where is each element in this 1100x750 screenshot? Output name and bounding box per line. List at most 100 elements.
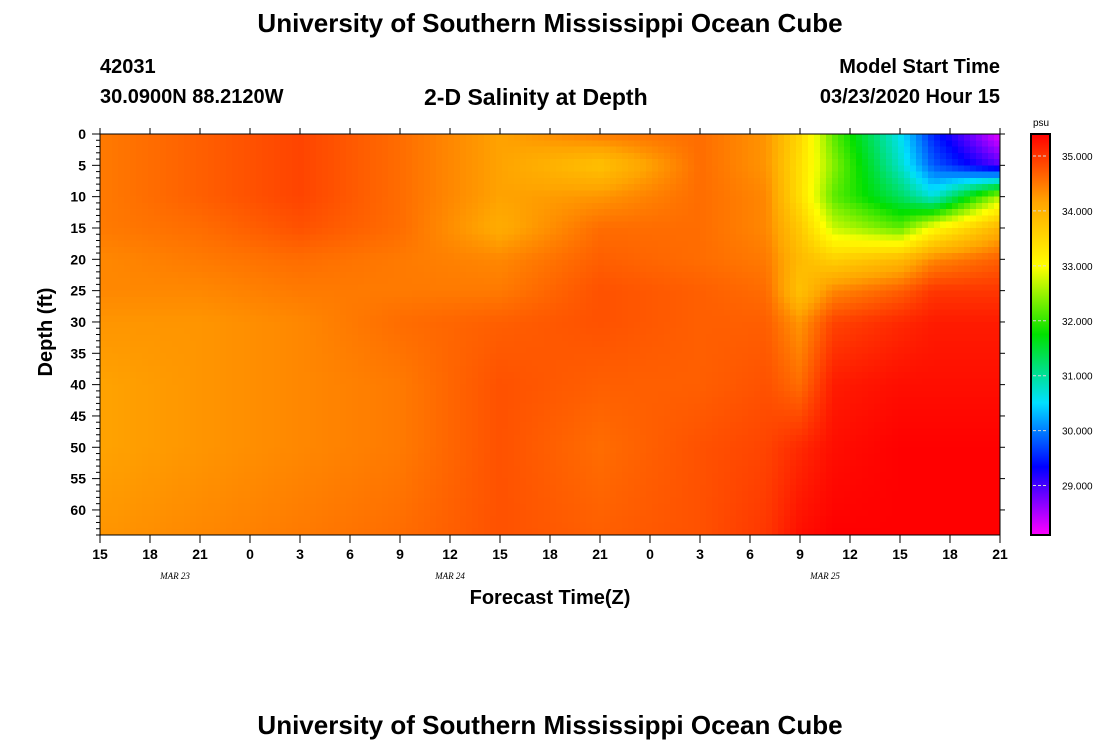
heatmap-cell (448, 227, 455, 235)
heatmap-cell (196, 227, 203, 235)
heatmap-cell (898, 177, 905, 185)
heatmap-cell (724, 171, 731, 179)
heatmap-cell (634, 190, 641, 198)
heatmap-cell (610, 265, 617, 273)
heatmap-cell (868, 177, 875, 185)
heatmap-cell (238, 321, 245, 329)
heatmap-cell (580, 159, 587, 166)
heatmap-cell (880, 177, 887, 185)
heatmap-cell (166, 340, 173, 348)
heatmap-cell (460, 134, 467, 141)
heatmap-cell (340, 140, 347, 148)
heatmap-cell (280, 134, 287, 141)
heatmap-cell (274, 190, 281, 198)
heatmap-cell (910, 202, 917, 210)
heatmap-cell (934, 271, 941, 279)
heatmap-cell (802, 328, 809, 336)
heatmap-cell (898, 184, 905, 191)
heatmap-cell (460, 309, 467, 317)
heatmap-cell (940, 221, 947, 229)
heatmap-cell (232, 334, 239, 342)
heatmap-cell (328, 165, 335, 173)
heatmap-cell (646, 171, 653, 179)
heatmap-cell (922, 140, 929, 148)
heatmap-cell (130, 159, 137, 166)
heatmap-cell (214, 246, 221, 254)
heatmap-cell (886, 171, 893, 179)
heatmap-cell (394, 265, 401, 273)
heatmap-cell (874, 265, 881, 273)
heatmap-cell (832, 134, 839, 141)
heatmap-cell (688, 159, 695, 166)
heatmap-cell (394, 165, 401, 173)
heatmap-cell (166, 253, 173, 260)
heatmap-cell (988, 177, 995, 185)
heatmap-cell (772, 328, 779, 336)
heatmap-cell (172, 296, 179, 304)
heatmap-cell (376, 209, 383, 217)
heatmap-cell (910, 278, 917, 285)
heatmap-cell (940, 202, 947, 210)
heatmap-cell (580, 296, 587, 304)
heatmap-cell (268, 159, 275, 166)
heatmap-cell (310, 240, 317, 248)
heatmap-cell (640, 246, 647, 254)
heatmap-cell (142, 177, 149, 185)
heatmap-cell (256, 340, 263, 348)
heatmap-cell (880, 140, 887, 148)
heatmap-cell (154, 171, 161, 179)
heatmap-cell (964, 152, 971, 160)
heatmap-cell (862, 253, 869, 260)
heatmap-cell (556, 202, 563, 210)
heatmap-cell (220, 134, 227, 141)
heatmap-cell (400, 227, 407, 235)
heatmap-cell (514, 159, 521, 166)
heatmap-cell (202, 171, 209, 179)
heatmap-cell (112, 202, 119, 210)
heatmap-cell (622, 159, 629, 166)
heatmap-cell (592, 227, 599, 235)
heatmap-cell (778, 278, 785, 285)
heatmap-cell (916, 165, 923, 173)
heatmap-cell (376, 303, 383, 311)
heatmap-cell (520, 140, 527, 148)
heatmap-cell (670, 278, 677, 285)
heatmap-cell (262, 240, 269, 248)
heatmap-cell (130, 190, 137, 198)
heatmap-cell (556, 221, 563, 229)
heatmap-cell (118, 278, 125, 285)
heatmap-cell (376, 159, 383, 166)
heatmap-cell (406, 134, 413, 141)
heatmap-cell (562, 221, 569, 229)
heatmap-cell (388, 303, 395, 311)
heatmap-cell (880, 152, 887, 160)
heatmap-cell (616, 334, 623, 342)
heatmap-cell (298, 215, 305, 223)
heatmap-cell (700, 290, 707, 298)
heatmap-cell (574, 196, 581, 204)
heatmap-cell (568, 165, 575, 173)
heatmap-cell (190, 328, 197, 336)
heatmap-cell (700, 165, 707, 173)
heatmap-cell (262, 215, 269, 223)
heatmap-cell (232, 253, 239, 260)
heatmap-cell (850, 190, 857, 198)
heatmap-cell (520, 196, 527, 204)
heatmap-cell (688, 221, 695, 229)
heatmap-cell (946, 190, 953, 198)
heatmap-cell (826, 328, 833, 336)
heatmap-cell (490, 240, 497, 248)
heatmap-cell (550, 296, 557, 304)
heatmap-cell (322, 215, 329, 223)
heatmap-cell (382, 227, 389, 235)
heatmap-cell (814, 196, 821, 204)
heatmap-cell (418, 334, 425, 342)
heatmap-cell (388, 177, 395, 185)
heatmap-cell (544, 159, 551, 166)
heatmap-cell (748, 315, 755, 323)
heatmap-cell (190, 152, 197, 160)
heatmap-cell (274, 278, 281, 285)
heatmap-cell (922, 215, 929, 223)
heatmap-cell (394, 278, 401, 285)
heatmap-cell (460, 296, 467, 304)
